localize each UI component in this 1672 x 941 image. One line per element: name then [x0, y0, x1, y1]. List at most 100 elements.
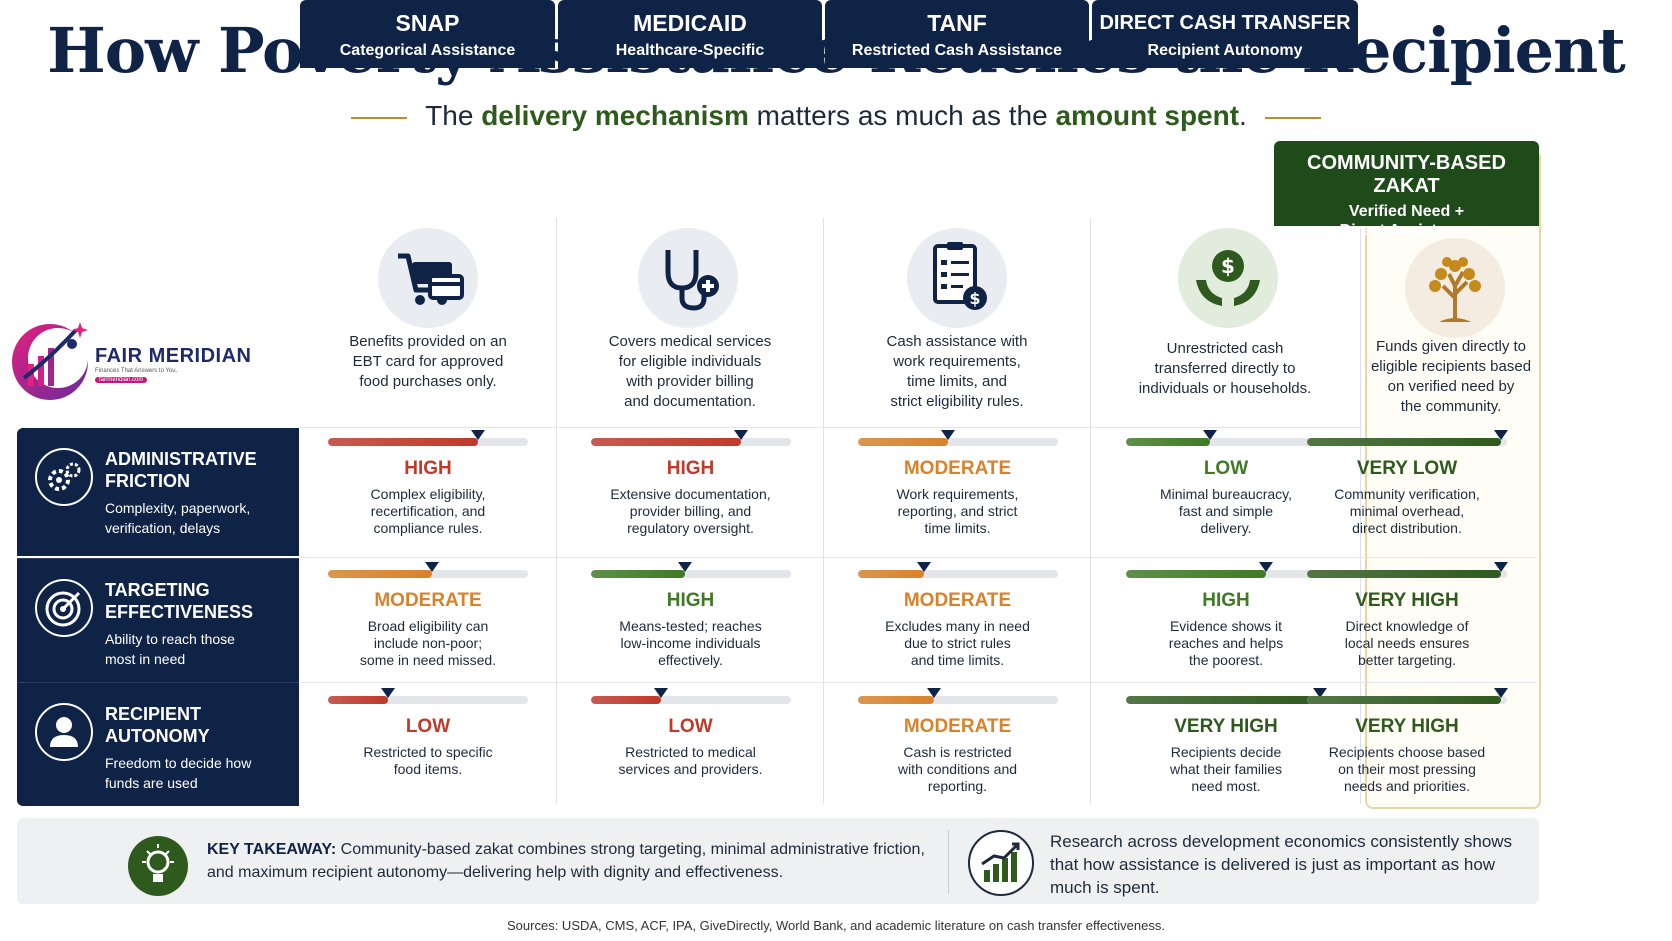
desc-line: strict eligibility rules.: [890, 393, 1024, 410]
rating-description-line: Evidence shows it: [1169, 618, 1283, 634]
subtitle-emphasis-amount: amount spent: [1055, 100, 1240, 131]
column-description-direct-cash: Unrestricted cash transferred directly t…: [1105, 339, 1345, 399]
rating-description-line: Minimal bureaucracy,: [1159, 486, 1292, 502]
column-header-tanf: TANF Restricted Cash Assistance: [825, 0, 1089, 68]
rating-label: HIGH: [404, 458, 452, 479]
column-divider: [823, 218, 824, 804]
column-name: DIRECT CASH TRANSFER: [1099, 12, 1351, 34]
row-divider: [300, 682, 1537, 683]
rating-description: Means-tested; reaches low-income individu…: [568, 618, 813, 669]
rating-description: Excludes many in need due to strict rules…: [835, 618, 1080, 669]
row-label-recipient-autonomy: RECIPIENT AUTONOMY Freedom to decide how f…: [17, 682, 299, 806]
rating-description-line: needs and priorities.: [1343, 778, 1471, 794]
rating-marker-icon: [940, 430, 955, 440]
rating-description-line: reporting.: [927, 778, 988, 794]
desc-line: Unrestricted cash: [1166, 340, 1284, 357]
row-label-targeting-effectiveness: TARGETING EFFECTIVENESS Ability to reach …: [17, 558, 299, 682]
rating-label: HIGH: [666, 590, 715, 611]
rating-bar-fill: [590, 696, 661, 704]
hands-dollar-icon: $: [1178, 228, 1278, 328]
rating-label: MODERATE: [374, 590, 482, 611]
rating-bar-fill: [328, 696, 388, 704]
rating-bar-track: [590, 438, 791, 446]
key-takeaway: KEY TAKEAWAY: Community-based zakat comb…: [207, 838, 937, 884]
column-header-zakat-visible: COMMUNITY-BASED ZAKAT Verified Need + Dir…: [1274, 141, 1539, 239]
rating-description-line: services and providers.: [618, 761, 763, 777]
rating-bar-fill: [857, 438, 948, 446]
row-label-administrative-friction: ADMINISTRATIVE FRICTION Complexity, paper…: [17, 428, 299, 556]
rating-marker-icon: [1313, 688, 1327, 698]
rating-bar-fill: [1126, 570, 1266, 578]
desc-line: work requirements,: [893, 353, 1021, 370]
desc-line: transferred directly to: [1154, 360, 1296, 377]
rating-description-line: time limits.: [924, 520, 991, 536]
fair-meridian-logo-icon: [12, 322, 88, 400]
rating-label: VERY LOW: [1356, 458, 1458, 479]
target-icon: [35, 579, 93, 637]
rating-description-line: reaches and helps: [1168, 635, 1284, 651]
column-name: COMMUNITY-BASED ZAKAT: [1307, 152, 1506, 197]
row-subtitle: Ability to reach those most in need: [105, 631, 235, 667]
rating-marker-icon: [381, 688, 395, 698]
column-subtitle: Verified Need + Direct Assistance: [1339, 203, 1474, 239]
rating-label: MODERATE: [903, 458, 1012, 479]
rating-label: VERY HIGH: [1355, 590, 1459, 611]
rating-description-line: Recipients choose based: [1328, 744, 1486, 760]
rating-bar-fill: [857, 696, 934, 704]
desc-line: food purchases only.: [359, 373, 497, 390]
rating-description-line: Complex eligibility,: [370, 486, 486, 502]
rating-description: Minimal bureaucracy, fast and simple deliv…: [1102, 486, 1350, 537]
rating-label: LOW: [1203, 458, 1249, 479]
row-divider: [300, 427, 1362, 428]
rating-bar-track: [1126, 438, 1326, 446]
tree-icon: [1405, 238, 1505, 338]
rating-marker-icon: [1494, 562, 1508, 572]
column-name: TANF: [927, 10, 987, 36]
desc-line: eligible recipients based: [1370, 358, 1532, 375]
rating-description-line: fast and simple: [1178, 503, 1274, 519]
rating-description: Restricted to medical services and provid…: [568, 744, 813, 778]
rating-bar-fill: [1126, 438, 1210, 446]
column-divider: [1360, 218, 1361, 804]
subtitle-rule-left: [351, 116, 408, 119]
rating-bar-fill: [1307, 570, 1501, 578]
rating-label: MODERATE: [903, 590, 1012, 611]
key-takeaway-text: Community-based zakat combines strong ta…: [207, 841, 925, 881]
rating-description-line: the poorest.: [1189, 652, 1263, 668]
subtitle-mid: matters as much as the: [748, 100, 1056, 131]
row-title: TARGETING EFFECTIVENESS: [105, 580, 254, 622]
sources-line: Sources: USDA, CMS, ACF, IPA, GiveDirect…: [507, 918, 1165, 933]
rating-description: Restricted to specific food items.: [310, 744, 546, 778]
rating-bar-track: [590, 696, 791, 704]
rating-description: Work requirements, reporting, and strict t…: [835, 486, 1080, 537]
rating-bar-fill: [590, 438, 741, 446]
logo-url: fairmeridian.com: [95, 377, 148, 383]
column-name: MEDICAID: [633, 10, 747, 36]
rating-description: Extensive documentation, provider billing…: [568, 486, 813, 537]
svg-text:$: $: [969, 289, 980, 308]
rating-description-line: recertification, and: [370, 503, 486, 519]
column-header-snap: SNAP Categorical Assistance: [300, 0, 555, 68]
takeaway-panel: [17, 818, 1539, 904]
rating-bar-track: [857, 438, 1058, 446]
person-icon: [35, 703, 93, 761]
row-subtitle: Complexity, paperwork, verification, dela…: [105, 500, 251, 536]
column-divider: [1090, 218, 1091, 804]
rating-bar-fill: [328, 570, 432, 578]
rating-marker-icon: [733, 430, 748, 440]
desc-line: Cash assistance with: [886, 333, 1028, 350]
desc-line: for eligible individuals: [618, 353, 762, 370]
logo-tagline: Finances That Answers to You.: [95, 368, 178, 374]
rating-marker-icon: [1494, 430, 1508, 440]
rating-bar-fill: [1307, 438, 1501, 446]
rating-description-line: food items.: [393, 761, 463, 777]
rating-description: Cash is restricted with conditions and rep…: [835, 744, 1080, 795]
rating-bar-track: [1307, 696, 1507, 704]
document-dollar-icon: $: [907, 228, 1007, 328]
rating-description: Direct knowledge of local needs ensures be…: [1286, 618, 1528, 669]
desc-line: individuals or households.: [1138, 380, 1312, 397]
column-name: SNAP: [395, 10, 460, 36]
svg-text:$: $: [1221, 254, 1235, 278]
column-description-snap: Benefits provided on an EBT card for app…: [318, 332, 538, 392]
growth-chart-icon: [968, 830, 1034, 896]
